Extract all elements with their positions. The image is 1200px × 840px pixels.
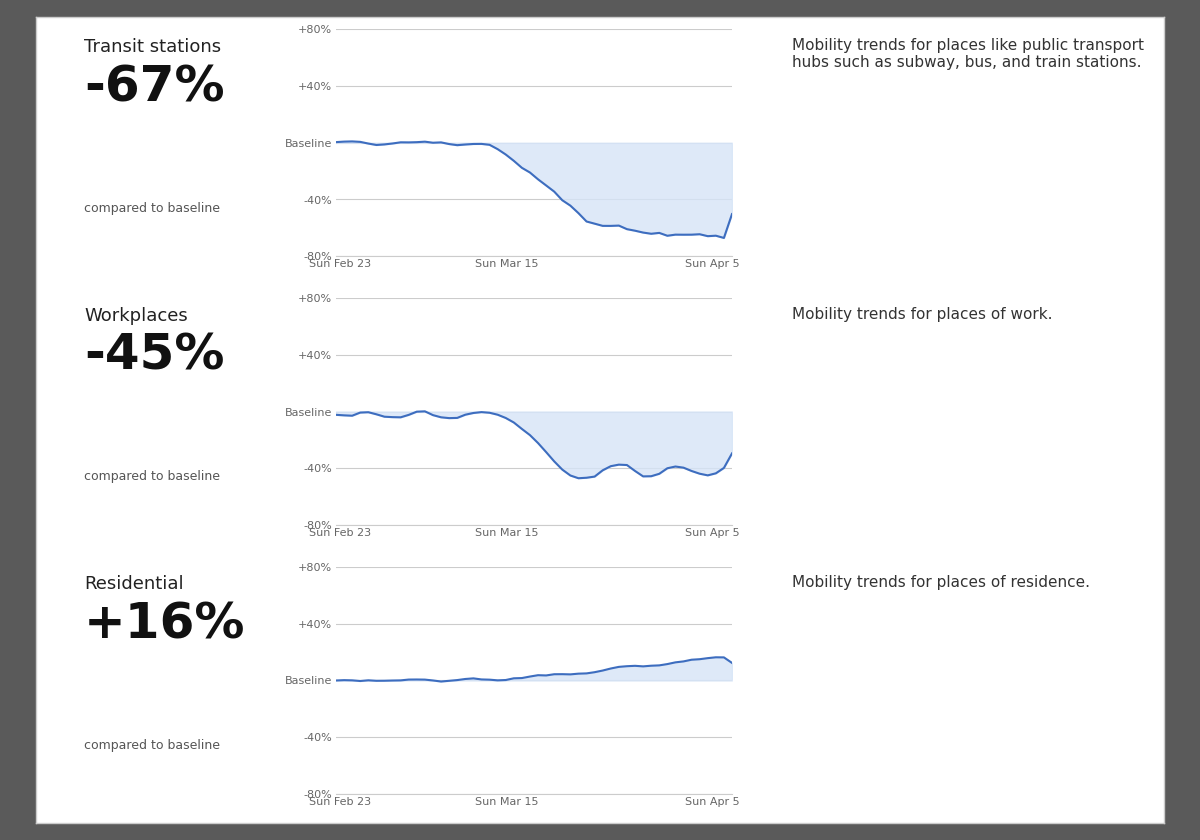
Text: Workplaces: Workplaces	[84, 307, 187, 324]
Text: compared to baseline: compared to baseline	[84, 739, 220, 752]
Text: Mobility trends for places like public transport
hubs such as subway, bus, and t: Mobility trends for places like public t…	[792, 38, 1144, 71]
Text: Residential: Residential	[84, 575, 184, 593]
Text: -67%: -67%	[84, 63, 224, 111]
Text: +16%: +16%	[84, 601, 246, 648]
Text: Mobility trends for places of residence.: Mobility trends for places of residence.	[792, 575, 1090, 591]
Text: compared to baseline: compared to baseline	[84, 202, 220, 214]
Text: Mobility trends for places of work.: Mobility trends for places of work.	[792, 307, 1052, 322]
Text: compared to baseline: compared to baseline	[84, 470, 220, 483]
Text: -45%: -45%	[84, 332, 224, 380]
Text: Transit stations: Transit stations	[84, 38, 221, 55]
